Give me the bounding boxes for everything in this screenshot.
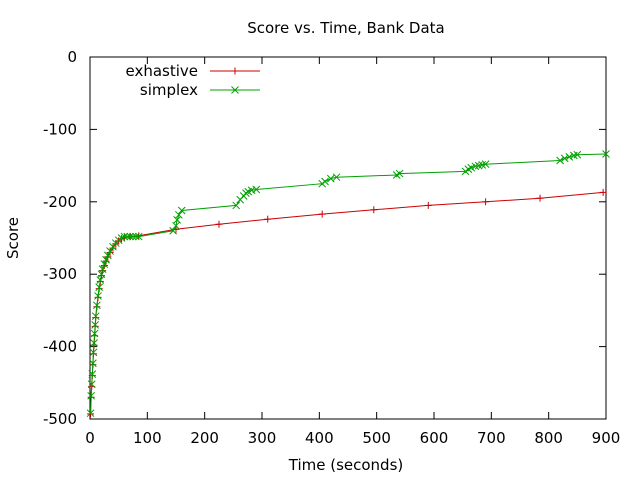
data-point-exhastive [318, 210, 326, 218]
y-tick-label: -100 [43, 120, 77, 138]
legend-marker [231, 86, 239, 94]
data-point-simplex [103, 251, 112, 260]
y-tick-label: -400 [43, 338, 77, 356]
data-point-simplex [560, 154, 569, 163]
data-point-exhastive [424, 201, 432, 209]
data-point-simplex [95, 283, 104, 292]
x-axis-title: Time (seconds) [288, 456, 404, 474]
data-point-simplex [232, 201, 241, 210]
legend-label: exhastive [125, 62, 198, 80]
legend-item-simplex: simplex [140, 81, 260, 99]
data-point-simplex [175, 210, 183, 219]
x-tick-label: 600 [420, 429, 449, 447]
data-point-simplex [177, 206, 186, 215]
data-point-simplex [321, 177, 329, 186]
x-tick-label: 500 [362, 429, 391, 447]
x-tick-label: 0 [85, 429, 95, 447]
series-line-simplex [90, 153, 607, 414]
y-tick-label: -300 [43, 265, 77, 283]
y-axis-title: Score [4, 217, 22, 259]
x-tick-label: 800 [534, 429, 563, 447]
data-point-simplex [481, 160, 490, 169]
data-point-simplex [602, 150, 610, 158]
data-point-simplex [106, 247, 114, 255]
plot-frame [89, 56, 607, 420]
data-point-exhastive [599, 188, 607, 196]
data-point-simplex [93, 301, 101, 310]
data-point-simplex [252, 185, 261, 194]
data-point-simplex [109, 242, 117, 251]
y-tick-label: -200 [43, 193, 77, 211]
legend-label: simplex [140, 81, 198, 99]
data-point-simplex [89, 359, 97, 368]
data-point-simplex [91, 321, 100, 329]
data-point-simplex [90, 329, 99, 338]
series-layer [86, 150, 610, 418]
data-point-simplex [87, 380, 96, 389]
data-point-simplex [173, 216, 182, 224]
data-point-simplex [169, 226, 177, 235]
data-point-simplex [100, 260, 109, 268]
legend-marker [231, 67, 239, 75]
x-tick-label: 700 [477, 429, 506, 447]
data-point-simplex [97, 270, 106, 279]
legend-item-exhastive: exhastive [125, 62, 260, 80]
data-point-simplex [129, 232, 137, 241]
x-tick-label: 100 [133, 429, 162, 447]
data-point-simplex [332, 173, 341, 182]
data-point-simplex [123, 232, 132, 241]
y-tick-label: -500 [43, 410, 77, 428]
data-point-exhastive [536, 194, 544, 202]
data-point-exhastive [370, 206, 378, 214]
data-point-simplex [98, 265, 107, 273]
data-point-simplex [89, 348, 98, 357]
data-point-simplex [132, 232, 140, 241]
data-point-simplex [91, 312, 100, 321]
data-point-simplex [242, 189, 250, 197]
data-point-simplex [120, 232, 129, 241]
data-point-simplex [565, 153, 574, 161]
x-tick-label: 900 [592, 429, 621, 447]
data-point-simplex [556, 156, 564, 165]
x-tick-label: 200 [190, 429, 219, 447]
series-line-exhastive [90, 191, 604, 414]
data-point-simplex [573, 150, 582, 159]
data-point-simplex [467, 163, 476, 172]
series-exhastive [87, 188, 607, 418]
data-point-exhastive [482, 198, 490, 206]
y-tick-label: 0 [67, 48, 77, 66]
data-point-simplex [88, 370, 97, 378]
x-tick-label: 300 [248, 429, 277, 447]
axis-ticks [89, 56, 607, 420]
axis-tick-labels: 0 100 200 300 400 500 600 700 800 900 0 -100 -200 -30… [43, 48, 620, 447]
data-point-simplex [134, 232, 143, 241]
data-point-simplex [94, 292, 102, 300]
data-point-simplex [102, 255, 110, 264]
data-point-exhastive [264, 215, 272, 223]
data-point-exhastive [215, 220, 223, 228]
series-simplex [86, 150, 610, 418]
data-point-simplex [87, 391, 96, 400]
chart-title: Score vs. Time, Bank Data [247, 19, 445, 37]
data-point-simplex [90, 339, 98, 347]
data-point-simplex [126, 232, 134, 241]
data-point-simplex [326, 174, 335, 183]
data-point-simplex [86, 409, 95, 418]
data-point-simplex [395, 169, 404, 178]
x-tick-label: 400 [305, 429, 334, 447]
